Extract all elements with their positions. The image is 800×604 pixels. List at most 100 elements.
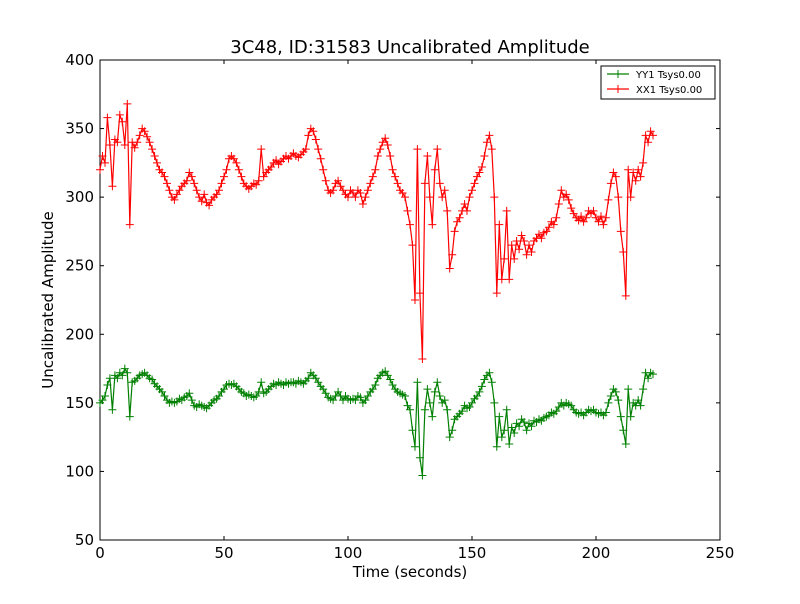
data-point [140,127,149,136]
legend-label: XX1 Tsys0.00 [636,85,702,96]
data-point [257,145,266,154]
data-point [520,418,529,427]
data-point [440,186,449,195]
data-point [554,403,563,411]
data-point [473,172,481,181]
data-point [614,396,623,405]
data-point [195,193,204,202]
data-point [418,355,427,363]
data-point [222,165,231,174]
data-point [497,275,506,284]
data-point [465,193,474,202]
data-point [411,296,419,304]
data-point [554,200,563,208]
data-point [525,241,533,250]
data-point [339,186,347,195]
data-point [272,156,281,165]
data-point [649,370,657,379]
data-point [311,135,320,144]
data-point [477,163,486,171]
data-point [108,405,117,414]
data-point [187,396,196,405]
data-point [510,429,519,437]
data-point [646,127,655,136]
data-point [490,398,499,407]
data-point [237,172,246,181]
data-point [344,193,352,202]
data-point [604,398,613,407]
data-point [383,141,392,149]
data-point [594,217,603,226]
data-point [125,412,134,421]
data-point [458,407,467,416]
data-point [366,179,375,188]
data-point [435,179,444,188]
data-point [549,220,558,229]
data-point [473,392,481,400]
data-point [470,179,479,188]
data-point [601,213,610,222]
data-point [148,145,157,154]
data-point [512,237,521,245]
x-axis-label: Time (seconds) [352,563,468,581]
data-point [463,206,471,215]
data-point [460,200,469,208]
data-point [468,398,476,407]
y-tick-label: 50 [75,531,94,549]
data-point [212,190,221,199]
data-point [507,241,516,250]
data-point [577,212,586,221]
data-point [336,182,345,191]
data-point [475,387,484,396]
data-point [259,172,268,181]
data-point [252,180,261,189]
data-point [641,131,650,140]
data-point [495,412,504,421]
data-point [118,117,127,126]
data-point [495,220,504,229]
data-point [448,426,457,435]
data-point [123,368,132,377]
data-point [604,195,613,204]
data-point [522,426,531,435]
data-point [339,396,347,405]
data-point [98,396,107,405]
data-point [477,382,486,391]
data-point [334,176,343,185]
data-point [321,389,330,398]
data-point [185,389,194,398]
data-point [403,401,412,410]
data-point [361,396,370,405]
legend-marker [614,70,622,78]
data-point [301,145,310,154]
data-point [480,375,489,384]
data-point [631,176,640,185]
data-point [105,141,114,149]
data-point [644,138,653,147]
data-point [430,165,439,174]
series-yy1 [96,364,657,480]
data-point [597,212,605,221]
data-point [160,392,169,400]
data-point [304,131,313,140]
data-point [120,364,129,373]
data-point [569,209,578,218]
x-tick-label: 150 [458,544,487,562]
data-point [217,179,226,188]
series-xx1 [96,99,657,363]
data-point [120,141,129,149]
data-point [455,213,464,222]
data-point [544,223,553,232]
data-point [103,381,112,389]
data-point [502,206,511,215]
data-point [624,385,633,394]
data-point [408,241,417,250]
data-point [487,378,496,387]
data-point [490,193,499,202]
data-point [415,453,424,462]
data-point [406,405,414,414]
data-point [515,245,524,254]
data-point [229,154,238,163]
data-point [187,172,196,181]
data-point [388,381,397,389]
